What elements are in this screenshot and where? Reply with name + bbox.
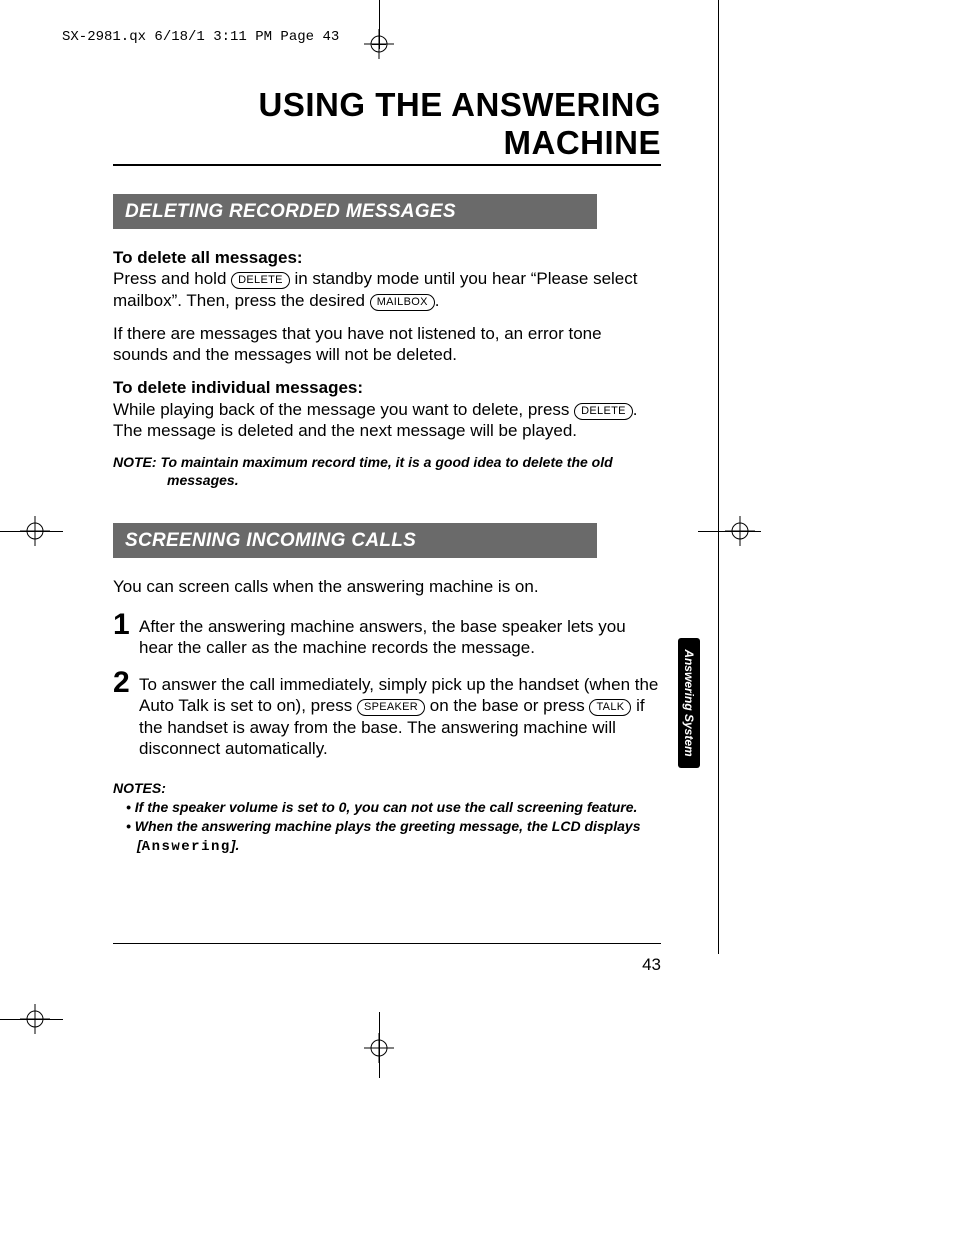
- registration-mark-icon: [364, 1033, 394, 1063]
- text: If the speaker volume is set to 0, you c…: [135, 799, 638, 815]
- note-body: To maintain maximum record time, it is a…: [160, 454, 612, 488]
- mailbox-button-label: MAILBOX: [370, 294, 435, 311]
- crop-line-vertical-2: [718, 0, 719, 954]
- footer-rule: [113, 943, 661, 944]
- delete-all-label: To delete all messages:: [113, 248, 303, 267]
- registration-mark-icon: [20, 516, 50, 546]
- side-tab-answering-system: Answering System: [678, 638, 700, 768]
- step-text: To answer the call immediately, simply p…: [139, 668, 661, 759]
- side-tab-label: Answering System: [682, 649, 696, 756]
- registration-mark-icon: [20, 1004, 50, 1034]
- notes-label: NOTES:: [113, 779, 661, 798]
- step-number: 1: [113, 610, 139, 640]
- note-prefix: NOTE:: [113, 454, 160, 470]
- speaker-button-label: SPEAKER: [357, 699, 425, 716]
- step-number: 2: [113, 668, 139, 698]
- page-content: USING THE ANSWERING MACHINE DELETING REC…: [113, 86, 661, 857]
- registration-mark-icon: [725, 516, 755, 546]
- note-bullet-2: • When the answering machine plays the g…: [113, 817, 661, 857]
- note-bullet-1: • If the speaker volume is set to 0, you…: [113, 798, 661, 817]
- section-heading-deleting: DELETING RECORDED MESSAGES: [113, 194, 597, 229]
- delete-individual-label: To delete individual messages:: [113, 378, 363, 397]
- screening-intro: You can screen calls when the answering …: [113, 576, 661, 597]
- delete-button-label: DELETE: [231, 272, 290, 289]
- delete-individual-paragraph: To delete individual messages: While pla…: [113, 377, 661, 441]
- lcd-text: Answering: [142, 839, 231, 855]
- text: While playing back of the message you wa…: [113, 400, 574, 419]
- text: When the answering machine plays the gre…: [135, 818, 641, 834]
- step-text: After the answering machine answers, the…: [139, 610, 661, 659]
- delete-button-label: DELETE: [574, 403, 633, 420]
- note-record-time: NOTE: To maintain maximum record time, i…: [113, 453, 661, 489]
- talk-button-label: TALK: [589, 699, 631, 716]
- delete-all-paragraph: To delete all messages: Press and hold D…: [113, 247, 661, 311]
- notes-block: NOTES: • If the speaker volume is set to…: [113, 779, 661, 857]
- page-number: 43: [113, 955, 661, 975]
- text: Press and hold: [113, 269, 231, 288]
- text: on the base or press: [425, 696, 589, 715]
- page-title: USING THE ANSWERING MACHINE: [113, 86, 661, 166]
- step-1: 1 After the answering machine answers, t…: [113, 610, 661, 659]
- section-heading-screening: SCREENING INCOMING CALLS: [113, 523, 597, 558]
- print-header-meta: SX-2981.qx 6/18/1 3:11 PM Page 43: [62, 29, 339, 45]
- text: .: [435, 291, 440, 310]
- error-tone-paragraph: If there are messages that you have not …: [113, 323, 661, 366]
- step-2: 2 To answer the call immediately, simply…: [113, 668, 661, 759]
- registration-mark-icon: [364, 29, 394, 59]
- text: .: [235, 837, 239, 853]
